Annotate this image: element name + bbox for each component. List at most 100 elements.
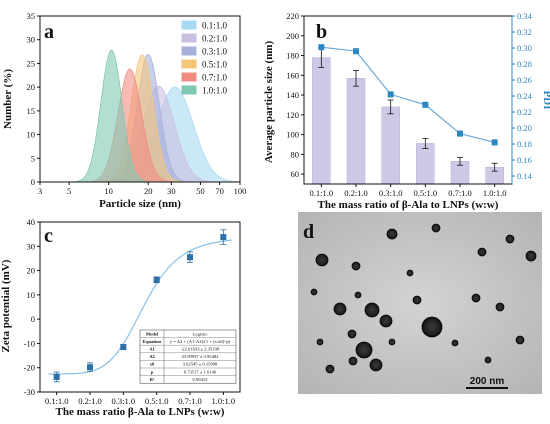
table-value: 0.99413 [193,377,209,382]
x-tick-label: 70 [215,186,224,196]
size-bar [381,106,400,185]
particle [315,253,329,267]
x-tick-label: 0.2:1.0 [344,188,368,198]
y-tick-label: 200 [286,31,299,41]
pdi-point [353,48,359,55]
y-axis-ticks: -30 -20 -10 0 10 20 30 40 [24,217,40,397]
table-param: A2 [149,354,155,359]
y-tick-label: 100 [286,130,299,140]
fit-parameters-table: Model Logistic Equation y = A2 + (A1-A2)/(1… [139,329,237,384]
table-param: x0 [150,362,155,367]
zeta-point [53,373,60,380]
x-tick-label: 50 [196,186,205,196]
y-tick-label: 30 [27,241,36,251]
pdi-point [422,101,429,108]
pdi-point [491,139,498,146]
x-tick-label: 0.2:1.0 [78,396,102,406]
particle [515,335,525,345]
size-bar [416,143,435,185]
particle [451,339,459,347]
x-tick-label: 0.7:1.0 [178,396,202,406]
x-axis-ticks: 0.1:1.0 0.2:1.0 0.3:1.0 0.5:1.0 0.7:1.0 1.0:1… [310,184,507,198]
y-tick-label: 0 [31,314,35,324]
y-tick-label: 20 [27,266,36,276]
particle [406,269,414,277]
x-tick-label: 0.3:1.0 [112,396,136,406]
y-tick-label: 5 [31,153,35,163]
y-tick-label: 40 [27,217,36,227]
panel-b-letter: b [316,21,327,43]
y2-tick-label: 0.24 [517,91,533,101]
y-tick-label: 80 [291,149,300,159]
pdi-point [387,91,394,98]
legend-swatch-0.2:1.0 [181,33,197,43]
particle [477,247,487,257]
panel-c-zeta-potential: c -30 -20 -10 0 10 20 30 40 0.1:1.0 0.2:1.0 0.3:1… [0,217,241,418]
zeta-point [153,276,160,283]
legend-label: 0.7:1.0 [202,73,228,83]
pdi-line [321,46,495,143]
y-tick-label: 15 [27,106,36,116]
legend-swatch-0.5:1.0 [181,59,197,69]
x-tick-label: 0.5:1.0 [145,396,169,406]
x-tick-label: 1.0:1.0 [483,188,507,198]
table-value: 6.73517 ± 1.6146 [184,369,217,374]
zeta-points [53,229,227,383]
panel-d-letter: d [303,221,314,243]
y2-tick-label: 0.16 [517,155,532,165]
particle [369,358,383,372]
y-tick-label: -10 [24,338,35,348]
x-tick-label: 10 [104,186,113,196]
legend-swatch-0.7:1.0 [181,72,197,82]
tem-particles [310,223,537,374]
left-y-axis-ticks: 60 80 100 120 140 160 180 200 220 [286,11,304,179]
y-tick-label: 60 [291,169,300,179]
particle [364,302,380,318]
y2-tick-label: 0.34 [517,11,533,21]
size-bars [312,47,504,185]
x-tick-label: 0.5:1.0 [414,188,438,198]
right-y-axis-label: PDI [541,91,550,110]
table-param: R² [150,377,155,382]
logistic-fit-curve [48,239,232,375]
y-tick-label: 10 [27,290,36,300]
right-y-axis-ticks: 0.14 0.16 0.18 0.20 0.22 0.24 0.26 0.28 0.30 0.32… [512,11,533,181]
y2-tick-label: 0.32 [517,27,532,37]
y2-tick-label: 0.26 [517,75,532,85]
y-tick-label: 140 [286,90,299,100]
x-axis-label: Particle size (nm) [99,198,181,210]
y-tick-label: 220 [286,11,299,21]
y-tick-label: 20 [27,82,36,92]
table-box [139,329,237,384]
panel-c-letter: c [44,225,53,247]
y-axis-ticks: 0 5 10 15 20 25 30 35 [27,11,40,187]
panel-d-tem-image: 200 nm d [298,212,542,394]
scale-bar-label: 200 nm [470,376,505,387]
pdi-series [318,44,498,146]
particle [505,234,515,244]
panel-b-size-and-pdi: b 60 80 100 120 140 160 180 200 220 0.14 0.16 0.18… [263,11,550,211]
particle [354,291,362,299]
table-value: y = A2 + (A1-A2)/(1 + (x/x0)^p) [170,339,231,344]
particle [310,288,318,296]
panel-c-frame [39,221,241,393]
particle [431,223,441,233]
y-tick-label: 25 [27,58,36,68]
legend-label: 1.0:1.0 [202,86,228,96]
y-tick-label: 180 [286,51,299,61]
table-value: 33.99937 ± 3.95482 [182,354,220,359]
x-tick-label: 0.1:1.0 [45,396,69,406]
x-axis-ticks: 0.1:1.0 0.2:1.0 0.3:1.0 0.5:1.0 0.7:1.0 1.0:1… [45,392,235,406]
left-y-axis-label: Average particle size (nm) [263,41,275,164]
legend-label: 0.3:1.0 [202,47,228,57]
y-tick-label: 120 [286,110,299,120]
zeta-point [120,344,127,351]
particle [347,329,357,339]
legend-swatch-1.0:1.0 [181,85,197,95]
x-tick-label: 20 [144,186,153,196]
y-tick-label: 0 [31,177,35,187]
x-tick-label: 0.3:1.0 [379,188,403,198]
particle [355,341,373,359]
y2-tick-label: 0.30 [517,43,532,53]
x-tick-label: 1.0:1.0 [212,396,236,406]
